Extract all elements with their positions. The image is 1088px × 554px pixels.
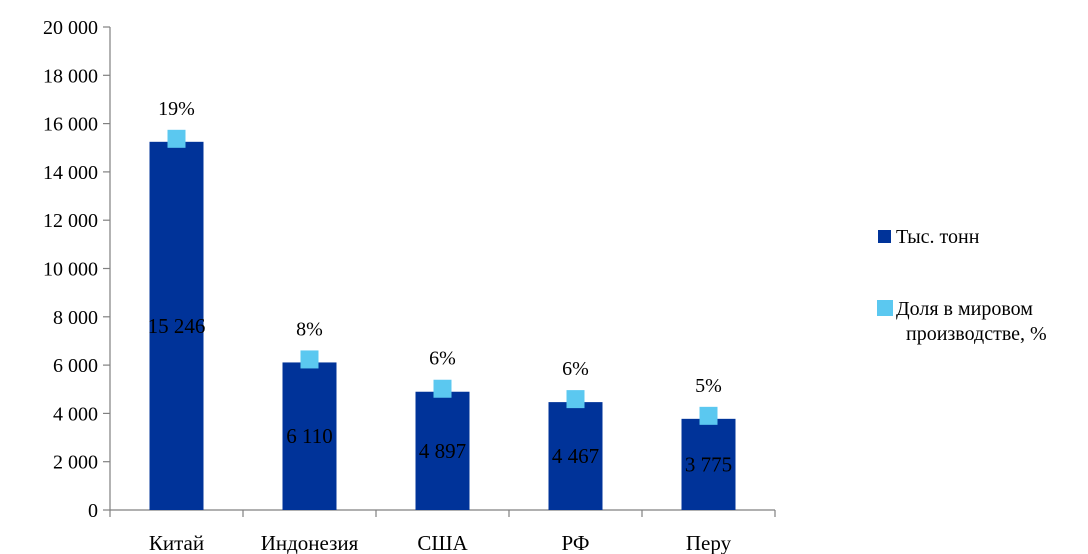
share-value-label: 19% <box>158 98 195 120</box>
legend-label-share: Доля в мировом производстве, % <box>896 298 1047 345</box>
y-tick-label: 12 000 <box>43 210 98 232</box>
x-category-label: Перу <box>686 531 732 554</box>
bar-value-label: 4 897 <box>419 439 466 463</box>
x-axis: Китай Индонезия США РФ Перу <box>109 509 776 554</box>
bar-value-labels: 15 246 6 110 4 897 4 467 3 775 <box>148 314 733 477</box>
share-marker <box>699 406 718 425</box>
share-marker <box>300 350 319 369</box>
bar-value-label: 4 467 <box>552 444 599 468</box>
share-value-label: 5% <box>695 375 722 397</box>
legend-swatch-share <box>877 300 893 316</box>
bar <box>282 362 337 510</box>
legend: Тыс. тонн Доля в мировом производстве, % <box>877 226 1047 345</box>
bar <box>681 418 736 510</box>
y-tick-label: 6 000 <box>53 355 98 377</box>
share-value-labels: 19% 8% 6% 6% 5% <box>158 98 722 397</box>
bar <box>548 402 603 510</box>
x-category-label: Китай <box>149 531 204 554</box>
x-category-label: РФ <box>562 531 590 554</box>
bar <box>149 141 204 511</box>
bar-value-label: 6 110 <box>286 424 332 448</box>
y-tick-label: 20 000 <box>43 17 98 39</box>
share-marker-series <box>167 129 718 425</box>
y-tick-label: 16 000 <box>43 114 98 136</box>
legend-label-tons: Тыс. тонн <box>896 226 980 248</box>
y-tick-label: 8 000 <box>53 307 98 329</box>
y-tick-label: 4 000 <box>53 403 98 425</box>
bar-value-label: 3 775 <box>685 452 732 476</box>
y-tick-label: 0 <box>88 500 98 522</box>
y-axis: 0 2 000 4 000 6 000 8 000 10 000 12 000 14 000 1… <box>43 17 111 522</box>
share-marker <box>167 129 186 148</box>
share-value-label: 6% <box>562 358 589 380</box>
share-marker <box>566 390 585 409</box>
y-tick-label: 18 000 <box>43 65 98 87</box>
share-marker <box>433 379 452 398</box>
bar-value-label: 15 246 <box>148 314 206 338</box>
y-tick-label: 2 000 <box>53 452 98 474</box>
share-value-label: 8% <box>296 318 323 340</box>
bar-series <box>149 141 736 511</box>
bar <box>415 391 470 510</box>
x-category-label: Индонезия <box>261 531 359 554</box>
legend-swatch-tons <box>878 230 891 243</box>
x-category-label: США <box>417 531 468 554</box>
y-tick-label: 10 000 <box>43 259 98 281</box>
share-value-label: 6% <box>429 348 456 370</box>
y-tick-label: 14 000 <box>43 162 98 184</box>
